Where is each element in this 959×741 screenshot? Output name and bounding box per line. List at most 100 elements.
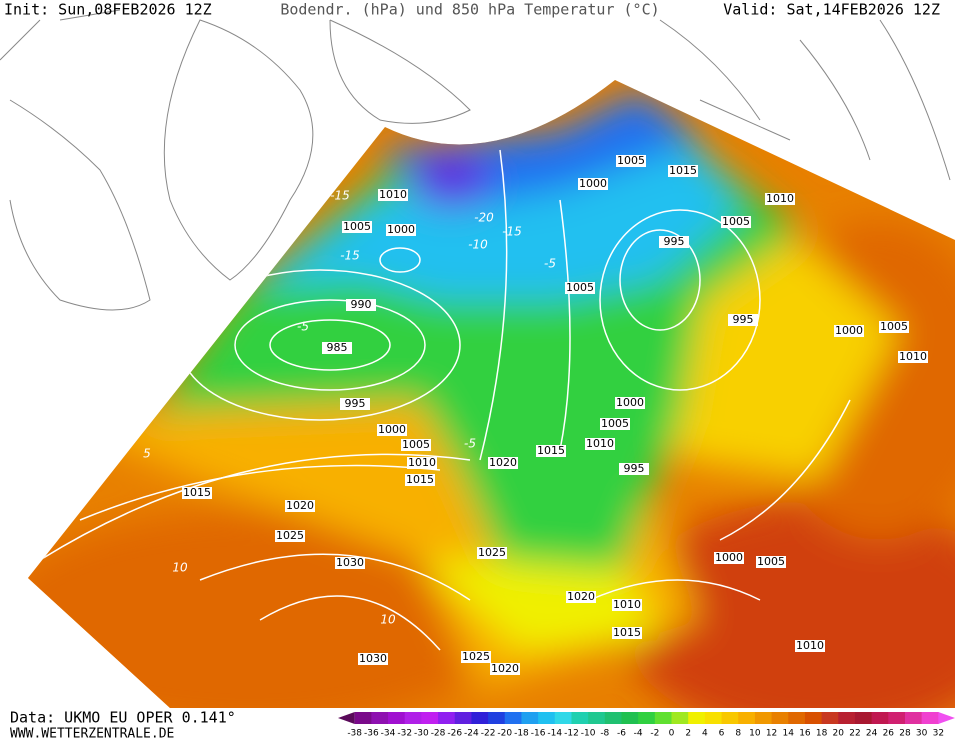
isobar-label-box <box>386 224 416 236</box>
isobar-label: 1015 <box>613 626 641 639</box>
colorbar-label: -16 <box>531 729 546 739</box>
isobar-label: 1005 <box>757 555 785 568</box>
colorbar-label: -10 <box>581 729 596 739</box>
colorbar-swatch <box>354 712 372 724</box>
colorbar-label: -36 <box>364 729 379 739</box>
colorbar-label: 10 <box>749 729 761 739</box>
temperature-label: -5 <box>464 437 476 451</box>
isobar-label-box <box>659 236 689 248</box>
isobar-label-box <box>600 418 630 430</box>
isobar-label-box <box>285 500 315 512</box>
colorbar-swatch <box>804 712 823 724</box>
colorbar-label: -8 <box>600 729 609 739</box>
colorbar-swatch <box>421 712 439 724</box>
temperature-label: 10 <box>380 613 396 627</box>
colorbar-swatch <box>571 712 589 724</box>
isobar-label: 1015 <box>406 473 434 486</box>
colorbar-swatch <box>388 712 406 724</box>
isobar-label-box <box>401 439 431 451</box>
colorbar-swatch <box>454 712 472 724</box>
isobar-label-box <box>340 398 370 410</box>
colorbar-label: -24 <box>464 729 479 739</box>
isobar-label: 1025 <box>276 529 304 542</box>
isobar-label-box <box>898 351 928 363</box>
isobar-label-box <box>342 221 372 233</box>
colorbar-swatch <box>554 712 572 724</box>
isobar-label: 1020 <box>491 662 519 675</box>
colorbar-swatch <box>771 712 789 724</box>
colorbar-label: 0 <box>669 729 675 739</box>
isobar-label: 1010 <box>899 350 927 363</box>
colorbar-swatch <box>721 712 739 724</box>
isobar-label-box <box>377 424 407 436</box>
colorbar-swatch <box>588 712 606 724</box>
colorbar-label: -32 <box>397 729 412 739</box>
isobar-label-box <box>834 325 864 337</box>
isobar-label-box <box>765 193 795 205</box>
isobar-label-box <box>728 314 758 326</box>
isobar-label-box <box>795 640 825 652</box>
isobar-label-box <box>756 556 786 568</box>
isobar-label-box <box>461 651 491 663</box>
isobar-label: 1010 <box>408 456 436 469</box>
colorbar-label: 20 <box>833 729 845 739</box>
colorbar-swatch <box>738 712 756 724</box>
colorbar-label: -6 <box>617 729 626 739</box>
colorbar-label: -22 <box>481 729 496 739</box>
isobar-label: 995 <box>624 462 645 475</box>
isobar-label-box <box>488 457 518 469</box>
isobar-label-box <box>668 165 698 177</box>
colorbar-swatch <box>854 712 873 724</box>
temperature-label: 5 <box>143 447 151 461</box>
temperature-label: -15 <box>502 225 522 239</box>
valid-time: Valid: Sat,14FEB2026 12Z <box>723 1 940 19</box>
colorbar-swatch <box>521 712 539 724</box>
colorbar-label: -30 <box>414 729 429 739</box>
isobar-label: 1010 <box>613 598 641 611</box>
init-time: Init: Sun,08FEB2026 12Z <box>4 1 212 19</box>
colorbar-label: -34 <box>381 729 396 739</box>
colorbar-swatch <box>488 712 506 724</box>
colorbar-swatch <box>621 712 639 724</box>
temperature-label: 10 <box>172 561 188 575</box>
isobar-label: 995 <box>345 397 366 410</box>
isobar-label-box <box>275 530 305 542</box>
colorbar-swatch <box>821 712 839 724</box>
colorbar-label: 14 <box>783 729 795 739</box>
isobar-label-box <box>477 547 507 559</box>
colorbar-label: -4 <box>634 729 643 739</box>
isobar-label-box <box>378 189 408 201</box>
isobar-label: 995 <box>664 235 685 248</box>
colorbar-arrow <box>938 712 955 724</box>
data-source: Data: UKMO EU OPER 0.141° <box>10 709 236 727</box>
isobar-label: 1015 <box>669 164 697 177</box>
isobar-label-box <box>615 397 645 409</box>
isobar-label-box <box>585 438 615 450</box>
colorbar-swatch <box>754 712 773 724</box>
colorbar-swatch <box>604 712 622 724</box>
isobars <box>39 149 851 651</box>
isobar-label: 1005 <box>880 320 908 333</box>
website: WWW.WETTERZENTRALE.DE <box>10 727 174 741</box>
isobar-label-box <box>616 155 646 167</box>
isobar-label: 1000 <box>378 423 406 436</box>
isobar-label: 1025 <box>478 546 506 559</box>
isobar-label: 1010 <box>766 192 794 205</box>
temperature-label: -5 <box>544 257 556 271</box>
colorbar-label: 18 <box>816 729 828 739</box>
isobar-label-box <box>612 599 642 611</box>
colorbar-swatch <box>371 712 389 724</box>
isobar-label: 1000 <box>616 396 644 409</box>
temperature-label: -20 <box>474 211 494 225</box>
colorbar-label: 6 <box>719 729 725 739</box>
isobar-label-box <box>565 282 595 294</box>
isobar-label-box <box>612 627 642 639</box>
isobar-label-box <box>358 653 388 665</box>
colorbar-label: -38 <box>347 729 362 739</box>
colorbar-label: -2 <box>650 729 659 739</box>
isobar-label-box <box>619 463 649 475</box>
isobar-label-box <box>566 591 596 603</box>
colorbar-label: -28 <box>431 729 446 739</box>
colorbar-swatch <box>688 712 706 724</box>
